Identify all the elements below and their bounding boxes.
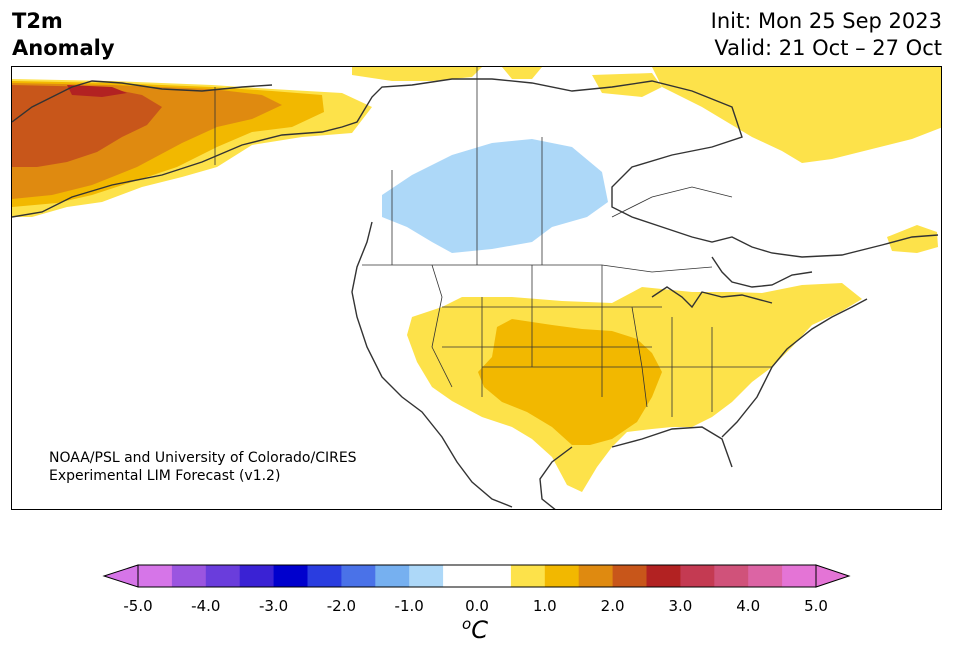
colorbar-tick-label: -4.0 [191,597,221,615]
labrador-anomaly [887,225,938,253]
colorbar-cell [510,565,546,587]
colorbar-cell [544,565,580,587]
greenland-anomaly [652,67,941,163]
colorbar-tick-label: -1.0 [394,597,424,615]
colorbar-cell [612,565,647,587]
attribution: NOAA/PSL and University of Colorado/CIRE… [49,449,357,485]
colorbar-tick-label: 3.0 [668,597,693,615]
colorbar-cell [341,565,376,587]
attribution-line-1: NOAA/PSL and University of Colorado/CIRE… [49,450,357,466]
canada-cold-anomaly [382,139,608,253]
alaska-anomaly-20 [12,85,162,167]
colorbar-tick-label: 4.0 [736,597,761,615]
colorbar-tick-label: 2.0 [600,597,625,615]
colorbar-cell [680,565,715,587]
map-title: T2m Anomaly [12,8,115,62]
colorbar-outline [137,564,817,588]
colorbar-under-arrow [102,564,139,588]
colorbar-over-arrow [815,564,851,588]
colorbar-tick-label: 1.0 [532,597,557,615]
colorbar-tick-label: -2.0 [326,597,357,615]
arctic-anomaly-1 [352,67,482,81]
colorbar-cell [578,565,614,587]
colorbar-cell [375,565,410,587]
colorbar-unit: oC [462,615,488,644]
colorbar-cell [205,565,241,587]
colorbar-cell [443,565,478,587]
attribution-line-2: Experimental LIM Forecast (v1.2) [49,468,281,484]
colorbar-cell [714,565,749,587]
colorbar-cell [409,565,444,587]
colorbar-tick-label: 0.0 [465,597,489,615]
colorbar-cell [782,565,817,587]
title-line-2: Anomaly [12,36,115,60]
map-svg [12,67,941,509]
unit-superscript: o [462,615,472,633]
colorbar-cell [273,565,308,587]
colorbar-cell [748,565,783,587]
init-date: Init: Mon 25 Sep 2023 [710,9,942,33]
colorbar [102,564,851,588]
unit-base: C [471,616,488,644]
coastlines [12,78,939,509]
colorbar-cell [477,565,512,587]
valid-range: Valid: 21 Oct – 27 Oct [714,36,942,60]
political-borders [214,67,772,417]
colorbar-cell [646,565,681,587]
colorbar-cell [239,565,275,587]
forecast-dates: Init: Mon 25 Sep 2023 Valid: 21 Oct – 27… [711,8,942,62]
alaska-anomaly-25 [67,85,127,97]
colorbar-tick-label: -3.0 [258,597,289,615]
title-line-1: T2m [12,9,63,33]
colorbar-cell [307,565,342,587]
colorbar-tick-label: -5.0 [123,597,153,615]
colorbar-tick-label: 5.0 [804,597,828,615]
colorbar-cell [138,565,173,587]
us-anomaly-10 [478,319,662,445]
colorbar-cell [171,565,207,587]
anomaly-map [11,66,942,510]
arctic-anomaly-2 [502,67,542,79]
